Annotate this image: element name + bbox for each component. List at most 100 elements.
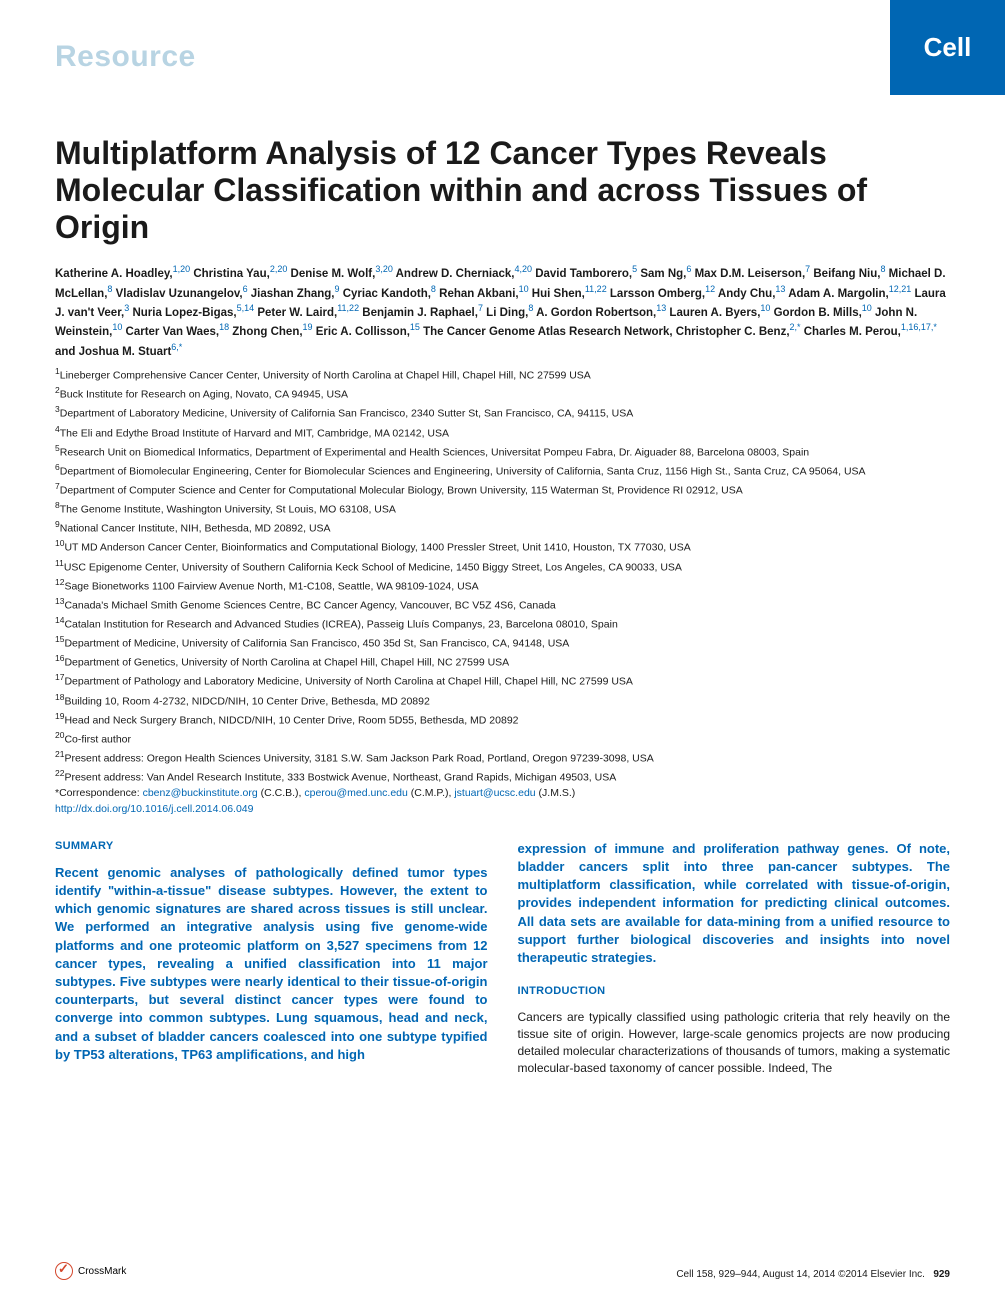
page-footer: CrossMark Cell 158, 929–944, August 14, … bbox=[55, 1262, 950, 1280]
affiliation: 8The Genome Institute, Washington Univer… bbox=[55, 500, 950, 517]
affiliation: 16Department of Genetics, University of … bbox=[55, 653, 950, 670]
correspondence: *Correspondence: cbenz@buckinstitute.org… bbox=[55, 787, 950, 801]
affiliation: 21Present address: Oregon Health Science… bbox=[55, 749, 950, 766]
author: Rehan Akbani, bbox=[436, 288, 519, 300]
author: Vladislav Uzunangelov, bbox=[112, 288, 242, 300]
page-number: 929 bbox=[933, 1269, 950, 1280]
author-list: Katherine A. Hoadley,1,20 Christina Yau,… bbox=[55, 263, 950, 360]
summary-text-left: Recent genomic analyses of pathologicall… bbox=[55, 864, 488, 1064]
author: Zhong Chen, bbox=[229, 326, 302, 338]
email-link[interactable]: cbenz@buckinstitute.org bbox=[143, 787, 258, 799]
author-affiliation-ref: 2,20 bbox=[270, 264, 288, 274]
author: Larsson Omberg, bbox=[607, 288, 705, 300]
author: David Tamborero, bbox=[532, 268, 632, 280]
affiliation-number: 7 bbox=[55, 481, 60, 491]
author: Sam Ng, bbox=[637, 268, 686, 280]
affiliation: 6Department of Biomolecular Engineering,… bbox=[55, 462, 950, 479]
author: A. Gordon Robertson, bbox=[533, 307, 656, 319]
author: Eric A. Collisson, bbox=[313, 326, 410, 338]
author-affiliation-ref: 4,20 bbox=[514, 264, 532, 274]
affiliation: 11USC Epigenome Center, University of So… bbox=[55, 558, 950, 575]
affiliation-number: 3 bbox=[55, 404, 60, 414]
author: Katherine A. Hoadley, bbox=[55, 268, 173, 280]
affiliation-number: 8 bbox=[55, 500, 60, 510]
author: Li Ding, bbox=[483, 307, 528, 319]
affiliation-number: 21 bbox=[55, 749, 64, 759]
author: Lauren A. Byers, bbox=[666, 307, 760, 319]
corr-name: (C.M.P.), bbox=[408, 787, 454, 799]
author: Andy Chu, bbox=[715, 288, 775, 300]
affiliation-number: 14 bbox=[55, 615, 64, 625]
author: Max D.M. Leiserson, bbox=[691, 268, 805, 280]
affiliation: 3Department of Laboratory Medicine, Univ… bbox=[55, 404, 950, 421]
corr-name: (J.M.S.) bbox=[536, 787, 576, 799]
author-affiliation-ref: 13 bbox=[656, 303, 666, 313]
affiliation-number: 13 bbox=[55, 596, 64, 606]
left-column: SUMMARY Recent genomic analyses of patho… bbox=[55, 840, 488, 1077]
affiliation: 5Research Unit on Biomedical Informatics… bbox=[55, 443, 950, 460]
author: Beifang Niu, bbox=[810, 268, 880, 280]
author: Gordon B. Mills, bbox=[770, 307, 861, 319]
author: Peter W. Laird, bbox=[254, 307, 337, 319]
author-affiliation-ref: 6,* bbox=[171, 342, 182, 352]
affiliation-number: 17 bbox=[55, 672, 64, 682]
author-affiliation-ref: 10 bbox=[862, 303, 872, 313]
affiliation: 13Canada's Michael Smith Genome Sciences… bbox=[55, 596, 950, 613]
author: Cyriac Kandoth, bbox=[340, 288, 431, 300]
author-affiliation-ref: 5,14 bbox=[237, 303, 255, 313]
article-title: Multiplatform Analysis of 12 Cancer Type… bbox=[55, 135, 950, 245]
page-info: Cell 158, 929–944, August 14, 2014 ©2014… bbox=[676, 1269, 950, 1280]
page-header: Resource Cell bbox=[55, 40, 950, 100]
affiliation-number: 1 bbox=[55, 366, 60, 376]
author: Carter Van Waes, bbox=[122, 326, 219, 338]
affiliation: 12Sage Bionetworks 1100 Fairview Avenue … bbox=[55, 577, 950, 594]
author-affiliation-ref: 13 bbox=[775, 284, 785, 294]
author-affiliation-ref: 2,* bbox=[790, 322, 801, 332]
affiliation-number: 2 bbox=[55, 385, 60, 395]
author-affiliation-ref: 11,22 bbox=[337, 303, 359, 313]
affiliation: 18Building 10, Room 4-2732, NIDCD/NIH, 1… bbox=[55, 692, 950, 709]
author: and Joshua M. Stuart bbox=[55, 346, 171, 358]
author: Benjamin J. Raphael, bbox=[359, 307, 478, 319]
affiliation-number: 22 bbox=[55, 768, 64, 778]
author: Nuria Lopez-Bigas, bbox=[129, 307, 236, 319]
section-label: Resource bbox=[55, 40, 950, 74]
author-affiliation-ref: 12,21 bbox=[889, 284, 912, 294]
author-affiliation-ref: 19 bbox=[303, 322, 313, 332]
author: Hui Shen, bbox=[529, 288, 585, 300]
affiliation-number: 4 bbox=[55, 424, 60, 434]
affiliation: 22Present address: Van Andel Research In… bbox=[55, 768, 950, 785]
affiliation: 9National Cancer Institute, NIH, Bethesd… bbox=[55, 519, 950, 536]
author-affiliation-ref: 10 bbox=[519, 284, 529, 294]
journal-badge: Cell bbox=[890, 0, 1005, 95]
author: The Cancer Genome Atlas Research Network… bbox=[420, 326, 790, 338]
author-affiliation-ref: 11,22 bbox=[585, 284, 607, 294]
author: Adam A. Margolin, bbox=[785, 288, 888, 300]
affiliation: 15Department of Medicine, University of … bbox=[55, 634, 950, 651]
affiliation-number: 18 bbox=[55, 692, 64, 702]
author-affiliation-ref: 1,16,17,* bbox=[901, 322, 937, 332]
author-affiliation-ref: 15 bbox=[410, 322, 420, 332]
affiliation: 2Buck Institute for Research on Aging, N… bbox=[55, 385, 950, 402]
author: Denise M. Wolf, bbox=[287, 268, 375, 280]
affiliation-number: 19 bbox=[55, 711, 64, 721]
author: Christina Yau, bbox=[190, 268, 270, 280]
crossmark-label: CrossMark bbox=[78, 1266, 126, 1277]
affiliation-number: 16 bbox=[55, 653, 64, 663]
corr-name: (C.C.B.), bbox=[258, 787, 305, 799]
doi-link[interactable]: http://dx.doi.org/10.1016/j.cell.2014.06… bbox=[55, 803, 950, 815]
email-link[interactable]: jstuart@ucsc.edu bbox=[454, 787, 535, 799]
summary-heading: SUMMARY bbox=[55, 840, 488, 852]
email-link[interactable]: cperou@med.unc.edu bbox=[304, 787, 407, 799]
right-column: expression of immune and proliferation p… bbox=[518, 840, 951, 1077]
crossmark[interactable]: CrossMark bbox=[55, 1262, 126, 1280]
affiliation: 17Department of Pathology and Laboratory… bbox=[55, 672, 950, 689]
author-affiliation-ref: 10 bbox=[760, 303, 770, 313]
affiliation-number: 12 bbox=[55, 577, 64, 587]
summary-text-right: expression of immune and proliferation p… bbox=[518, 840, 951, 967]
author-affiliation-ref: 18 bbox=[219, 322, 229, 332]
affiliations: 1Lineberger Comprehensive Cancer Center,… bbox=[55, 366, 950, 785]
author-affiliation-ref: 10 bbox=[112, 322, 122, 332]
author-affiliation-ref: 1,20 bbox=[173, 264, 191, 274]
introduction-text: Cancers are typically classified using p… bbox=[518, 1009, 951, 1076]
